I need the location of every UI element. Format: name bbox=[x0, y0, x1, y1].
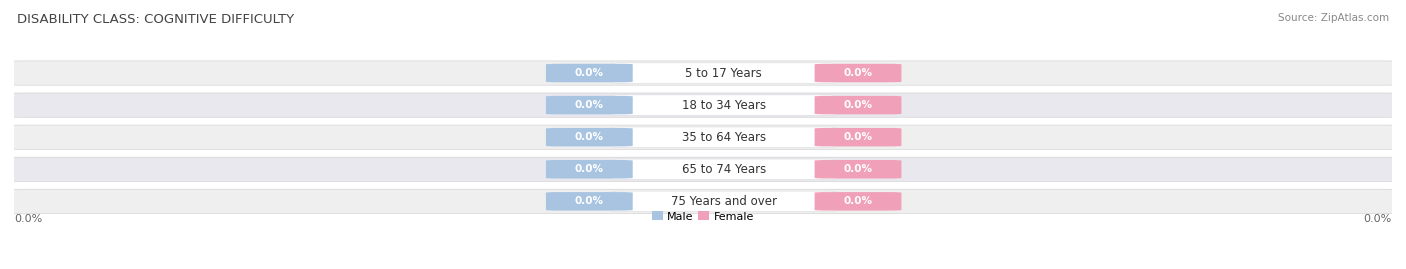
Text: 0.0%: 0.0% bbox=[1364, 214, 1392, 224]
FancyBboxPatch shape bbox=[814, 192, 901, 211]
FancyBboxPatch shape bbox=[546, 128, 633, 146]
Text: DISABILITY CLASS: COGNITIVE DIFFICULTY: DISABILITY CLASS: COGNITIVE DIFFICULTY bbox=[17, 13, 294, 26]
Text: 0.0%: 0.0% bbox=[575, 132, 603, 142]
Text: 0.0%: 0.0% bbox=[14, 214, 42, 224]
Legend: Male, Female: Male, Female bbox=[652, 211, 754, 222]
Text: 0.0%: 0.0% bbox=[844, 132, 873, 142]
Text: Source: ZipAtlas.com: Source: ZipAtlas.com bbox=[1278, 13, 1389, 23]
FancyBboxPatch shape bbox=[8, 61, 1398, 85]
FancyBboxPatch shape bbox=[612, 159, 837, 179]
FancyBboxPatch shape bbox=[8, 125, 1398, 149]
Text: 35 to 64 Years: 35 to 64 Years bbox=[682, 131, 766, 144]
Text: 0.0%: 0.0% bbox=[844, 100, 873, 110]
Text: 65 to 74 Years: 65 to 74 Years bbox=[682, 163, 766, 176]
FancyBboxPatch shape bbox=[546, 96, 633, 114]
FancyBboxPatch shape bbox=[814, 128, 901, 146]
Text: 0.0%: 0.0% bbox=[575, 68, 603, 78]
FancyBboxPatch shape bbox=[8, 189, 1398, 214]
Text: 0.0%: 0.0% bbox=[575, 164, 603, 174]
FancyBboxPatch shape bbox=[612, 127, 837, 147]
FancyBboxPatch shape bbox=[612, 95, 837, 115]
FancyBboxPatch shape bbox=[814, 160, 901, 179]
Text: 0.0%: 0.0% bbox=[844, 164, 873, 174]
Text: 18 to 34 Years: 18 to 34 Years bbox=[682, 99, 766, 112]
FancyBboxPatch shape bbox=[8, 93, 1398, 117]
Text: 75 Years and over: 75 Years and over bbox=[671, 195, 776, 208]
FancyBboxPatch shape bbox=[612, 191, 837, 211]
FancyBboxPatch shape bbox=[546, 64, 633, 82]
Text: 0.0%: 0.0% bbox=[575, 196, 603, 206]
Text: 0.0%: 0.0% bbox=[844, 196, 873, 206]
Text: 0.0%: 0.0% bbox=[844, 68, 873, 78]
FancyBboxPatch shape bbox=[612, 63, 837, 83]
FancyBboxPatch shape bbox=[814, 64, 901, 82]
FancyBboxPatch shape bbox=[546, 160, 633, 179]
FancyBboxPatch shape bbox=[8, 157, 1398, 181]
FancyBboxPatch shape bbox=[546, 192, 633, 211]
Text: 5 to 17 Years: 5 to 17 Years bbox=[685, 66, 762, 80]
Text: 0.0%: 0.0% bbox=[575, 100, 603, 110]
FancyBboxPatch shape bbox=[814, 96, 901, 114]
